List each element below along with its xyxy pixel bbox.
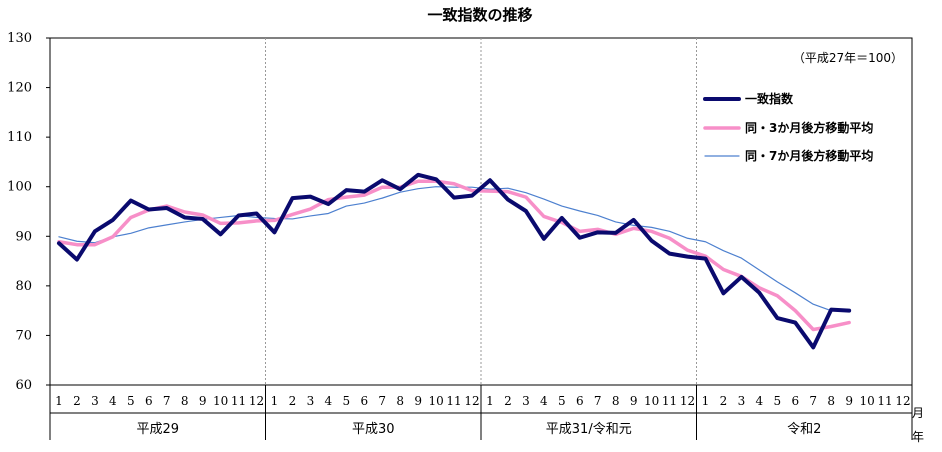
y-tick-label: 70 [15, 328, 32, 343]
x-tick-label: 9 [199, 394, 207, 408]
x-tick-label: 5 [773, 394, 781, 408]
x-tick-label: 3 [91, 394, 99, 408]
y-tick-label: 60 [15, 378, 32, 393]
x-tick-label: 7 [378, 394, 386, 408]
x-tick-label: 6 [145, 394, 153, 408]
x-tick-label: 5 [342, 394, 350, 408]
x-tick-label: 10 [428, 394, 443, 408]
x-year-label: 平成29 [136, 422, 179, 437]
x-tick-label: 9 [414, 394, 422, 408]
chart-title: 一致指数の推移 [427, 6, 532, 24]
series-layer [56, 172, 852, 350]
y-tick-label: 110 [7, 130, 32, 145]
y-tick-label: 120 [7, 81, 32, 96]
x-tick-label: 5 [127, 394, 135, 408]
x-tick-label: 11 [446, 394, 461, 408]
x-tick-label: 8 [396, 394, 404, 408]
x-tick-label: 2 [73, 394, 81, 408]
x-tick-label: 7 [594, 394, 602, 408]
x-tick-label: 10 [213, 394, 228, 408]
x-tick-label: 11 [662, 394, 677, 408]
x-tick-label: 9 [845, 394, 853, 408]
x-tick-label: 5 [558, 394, 566, 408]
x-tick-label: 11 [231, 394, 246, 408]
x-tick-label: 4 [325, 394, 333, 408]
legend-label-coincident-index: 一致指数 [745, 91, 794, 106]
moving-average-3m-line [57, 179, 851, 332]
x-unit-year: 年 [912, 430, 924, 444]
x-tick-label: 1 [702, 394, 710, 408]
y-axis: 60 70 80 90 100 110 120 130 [7, 31, 50, 393]
x-tick-label: 7 [163, 394, 171, 408]
x-unit-month: 月 [912, 406, 924, 420]
x-tick-label: 10 [644, 394, 659, 408]
x-year-label: 平成30 [352, 422, 395, 437]
x-year-label: 平成31/令和元 [546, 422, 632, 437]
x-tick-label: 9 [630, 394, 638, 408]
x-tick-label: 8 [827, 394, 835, 408]
x-tick-label: 1 [55, 394, 63, 408]
x-tick-label: 2 [504, 394, 512, 408]
base-year-note: （平成27年＝100） [793, 51, 903, 65]
x-tick-label: 1 [486, 394, 494, 408]
x-tick-label: 2 [289, 394, 297, 408]
legend-label-7m-average: 同・7か月後方移動平均 [745, 148, 873, 163]
x-year-label: 令和2 [787, 422, 821, 437]
x-tick-label: 1 [271, 394, 279, 408]
y-tick-label: 130 [7, 31, 32, 46]
x-tick-label: 10 [859, 394, 874, 408]
moving-average-7m-line [58, 186, 850, 312]
x-tick-label: 6 [576, 394, 584, 408]
x-tick-label: 3 [738, 394, 746, 408]
x-tick-label: 12 [249, 394, 264, 408]
x-tick-label: 12 [680, 394, 695, 408]
legend: 一致指数 同・3か月後方移動平均 同・7か月後方移動平均 [703, 91, 873, 163]
y-tick-label: 80 [15, 279, 32, 294]
x-tick-label: 7 [809, 394, 817, 408]
x-tick-label: 6 [360, 394, 368, 408]
x-tick-label: 2 [720, 394, 728, 408]
x-tick-label: 4 [756, 394, 764, 408]
coincident-index-line [56, 172, 852, 350]
x-tick-label: 3 [307, 394, 315, 408]
x-tick-label: 6 [791, 394, 799, 408]
x-tick-label: 8 [612, 394, 620, 408]
x-tick-label: 3 [522, 394, 530, 408]
x-tick-label: 12 [895, 394, 910, 408]
y-tick-label: 100 [7, 180, 32, 195]
x-tick-label: 8 [181, 394, 189, 408]
y-tick-label: 90 [15, 229, 32, 244]
x-tick-label: 4 [540, 394, 548, 408]
x-tick-label: 11 [877, 394, 892, 408]
x-tick-label: 4 [109, 394, 117, 408]
legend-label-3m-average: 同・3か月後方移動平均 [745, 120, 873, 135]
x-tick-label: 12 [464, 394, 479, 408]
year-dividers [265, 38, 697, 385]
